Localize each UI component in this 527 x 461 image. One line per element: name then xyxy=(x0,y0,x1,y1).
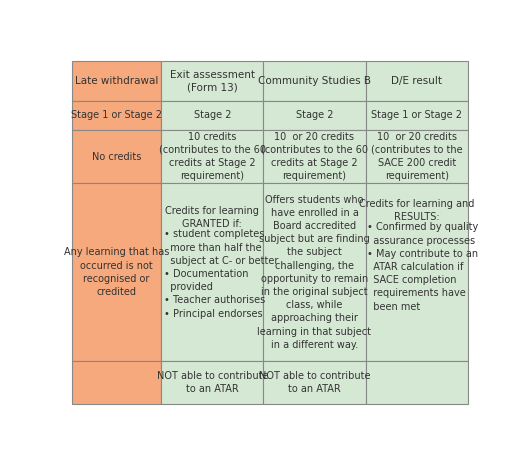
Bar xyxy=(366,61,468,101)
Text: 10  or 20 credits
(contributes to the 60
credits at Stage 2
requirement): 10 or 20 credits (contributes to the 60 … xyxy=(261,132,368,181)
Text: Community Studies B: Community Studies B xyxy=(258,76,371,86)
Bar xyxy=(366,361,468,404)
Text: Exit assessment
(Form 13): Exit assessment (Form 13) xyxy=(170,70,255,93)
Text: • student completes
  more than half the
  subject at C- or better
• Documentati: • student completes more than half the s… xyxy=(164,230,279,319)
Bar xyxy=(264,130,366,183)
Bar xyxy=(366,183,468,361)
Bar xyxy=(72,361,161,404)
Text: Stage 1 or Stage 2: Stage 1 or Stage 2 xyxy=(372,111,462,120)
Bar xyxy=(264,361,366,404)
Text: Stage 2: Stage 2 xyxy=(193,111,231,120)
Text: NOT able to contribute
to an ATAR: NOT able to contribute to an ATAR xyxy=(157,371,268,394)
Bar xyxy=(72,61,161,101)
Bar xyxy=(264,61,366,101)
Text: Any learning that has
occurred is not
recognised or
credited: Any learning that has occurred is not re… xyxy=(64,248,169,297)
Bar xyxy=(366,130,468,183)
Text: 10  or 20 credits
(contributes to the
SACE 200 credit
requirement): 10 or 20 credits (contributes to the SAC… xyxy=(371,132,463,181)
Text: 10 credits
(contributes to the 60
credits at Stage 2
requirement): 10 credits (contributes to the 60 credit… xyxy=(159,132,266,181)
Bar xyxy=(366,101,468,130)
Text: NOT able to contribute
to an ATAR: NOT able to contribute to an ATAR xyxy=(259,371,370,394)
Bar xyxy=(72,130,161,183)
Bar xyxy=(161,101,264,130)
Bar xyxy=(264,183,366,361)
Text: Offers students who
have enrolled in a
Board accredited
subject but are finding
: Offers students who have enrolled in a B… xyxy=(258,195,372,350)
Text: D/E result: D/E result xyxy=(392,76,442,86)
Text: Late withdrawal: Late withdrawal xyxy=(75,76,158,86)
Text: Credits for learning and
RESULTS:: Credits for learning and RESULTS: xyxy=(359,199,474,222)
Bar xyxy=(161,130,264,183)
Bar xyxy=(264,101,366,130)
Text: • Confirmed by quality
  assurance processes
• May contribute to an
  ATAR calcu: • Confirmed by quality assurance process… xyxy=(367,222,479,312)
Bar xyxy=(72,183,161,361)
Bar xyxy=(161,61,264,101)
Text: Stage 2: Stage 2 xyxy=(296,111,333,120)
Bar xyxy=(72,101,161,130)
Text: Credits for learning
GRANTED if:: Credits for learning GRANTED if: xyxy=(165,206,259,230)
Bar xyxy=(161,183,264,361)
Text: Stage 1 or Stage 2: Stage 1 or Stage 2 xyxy=(71,111,162,120)
Bar xyxy=(161,361,264,404)
Text: No credits: No credits xyxy=(92,152,141,161)
